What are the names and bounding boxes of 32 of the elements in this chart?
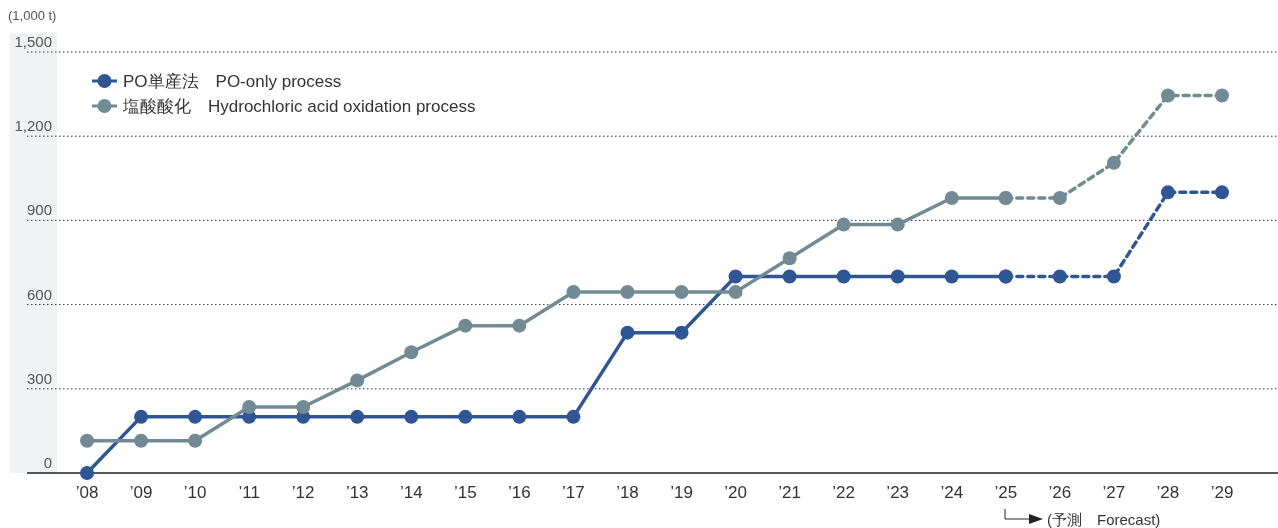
x-tick-label: ’22 — [832, 483, 856, 502]
y-tick-label: 300 — [26, 369, 52, 387]
x-tick-label: ’09 — [129, 483, 153, 502]
y-tick-label: 900 — [26, 201, 52, 219]
x-tick-label: ’14 — [399, 483, 423, 502]
x-tick-label: ’23 — [886, 483, 910, 502]
x-tick-label: ’20 — [724, 483, 747, 502]
x-tick-label: ’27 — [1102, 483, 1126, 502]
x-tick-label: ’19 — [670, 483, 693, 502]
y-tick-label: 1,200 — [14, 117, 52, 135]
x-tick-label: ’18 — [616, 483, 639, 502]
x-tick-label: ’16 — [508, 483, 531, 502]
x-tick-label: ’08 — [75, 483, 99, 502]
x-tick-label: ’29 — [1210, 483, 1234, 502]
x-tick-label: ’10 — [183, 483, 207, 502]
legend-label: 塩酸酸化 Hydrochloric acid oxidation process — [122, 97, 476, 116]
x-tick-label: ’13 — [345, 483, 369, 502]
y-tick-label: 0 — [43, 454, 52, 471]
y-tick-label: 600 — [26, 285, 52, 303]
x-tick-label: ’15 — [453, 483, 477, 502]
y-axis-title: (1,000 t) — [8, 8, 57, 23]
x-tick-label: ’17 — [562, 483, 585, 502]
x-tick-label: ’25 — [994, 483, 1018, 502]
x-tick-label: ’11 — [238, 483, 260, 502]
legend-label: PO単産法 PO-only process — [123, 72, 342, 91]
x-tick-label: ’12 — [291, 483, 315, 502]
x-tick-label: ’28 — [1156, 483, 1180, 502]
x-tick-label: ’26 — [1048, 483, 1072, 502]
x-tick-label: ’24 — [940, 483, 964, 502]
y-tick-label: 1,500 — [14, 33, 52, 50]
text: (予測 Forecast) — [1047, 511, 1161, 528]
x-tick-label: ’21 — [778, 483, 801, 502]
